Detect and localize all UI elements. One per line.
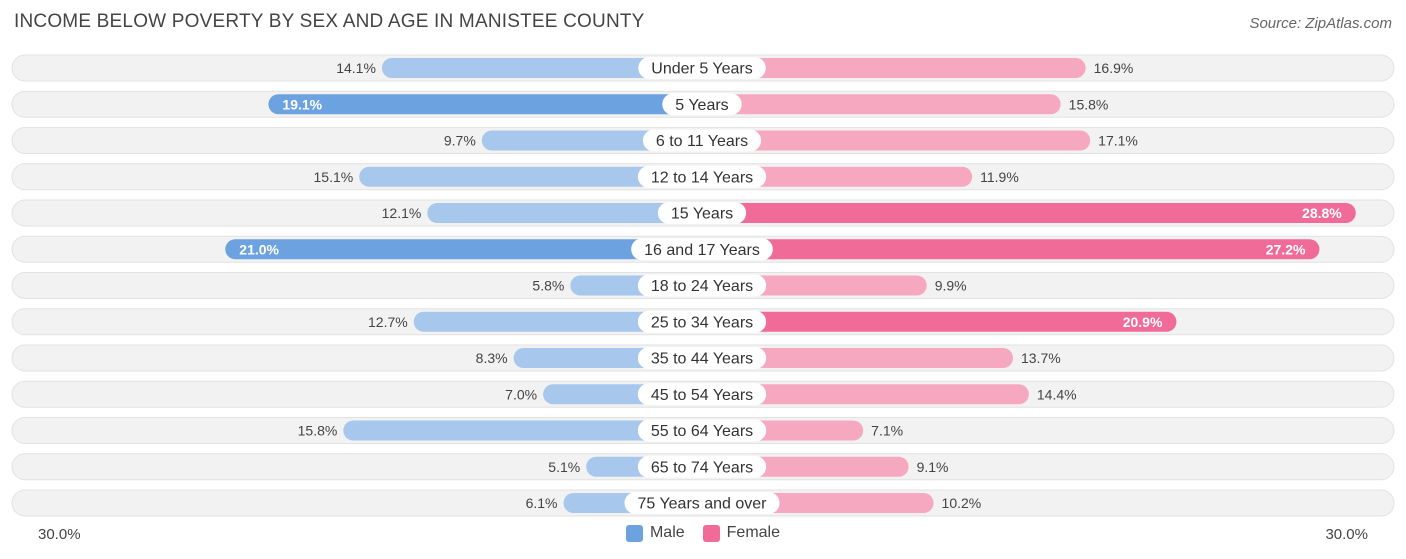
male-value-label: 5.1% bbox=[548, 459, 580, 475]
male-bar bbox=[268, 94, 702, 115]
female-bar bbox=[702, 384, 1029, 405]
male-value-label: 8.3% bbox=[476, 350, 508, 366]
category-label: 16 and 17 Years bbox=[644, 242, 760, 259]
male-bar bbox=[359, 166, 702, 187]
category-label: 65 to 74 Years bbox=[651, 459, 753, 476]
male-bar bbox=[381, 58, 702, 78]
category-label: 75 Years and over bbox=[638, 496, 768, 513]
legend-male: Male bbox=[625, 524, 685, 542]
category-label-pill bbox=[637, 347, 767, 369]
legend-female-label: Female bbox=[726, 524, 781, 541]
female-bar bbox=[702, 130, 1091, 151]
female-value-label: 13.7% bbox=[1021, 350, 1061, 366]
male-value-label: 6.1% bbox=[526, 495, 558, 511]
category-label: 55 to 64 Years bbox=[651, 423, 753, 440]
female-value-label: 9.1% bbox=[917, 459, 949, 475]
female-bar bbox=[702, 203, 1356, 223]
female-value-label: 16.9% bbox=[1094, 60, 1134, 76]
category-label: 35 to 44 Years bbox=[651, 351, 753, 368]
male-value-label: 12.1% bbox=[382, 205, 422, 221]
female-value-label: 17.1% bbox=[1098, 133, 1138, 149]
male-value-label: 9.7% bbox=[444, 133, 476, 149]
chart-canvas: 14.1% 16.9% Under 5 Years 19.1% 15.8% 5 Years… bbox=[11, 54, 1395, 517]
female-value-label: 10.2% bbox=[942, 495, 982, 511]
source-label: Source: ZipAtlas.com bbox=[1249, 15, 1392, 32]
female-bar bbox=[702, 166, 973, 187]
legend-female: Female bbox=[702, 524, 781, 542]
female-value-label: 7.1% bbox=[871, 423, 903, 439]
female-value-label: 28.8% bbox=[1302, 205, 1342, 221]
male-bar bbox=[413, 311, 702, 332]
legend-male-label: Male bbox=[649, 524, 685, 541]
male-bar bbox=[343, 420, 702, 441]
category-label-pill bbox=[638, 57, 766, 79]
category-label: 6 to 11 Years bbox=[656, 133, 748, 150]
female-value-label: 11.9% bbox=[980, 169, 1019, 185]
category-label-pill bbox=[637, 419, 767, 442]
female-bar bbox=[702, 311, 1177, 332]
female-bar bbox=[702, 58, 1086, 78]
male-value-label: 14.1% bbox=[336, 60, 376, 76]
category-label-pill bbox=[637, 274, 767, 297]
male-bar bbox=[427, 203, 702, 223]
female-value-label: 15.8% bbox=[1069, 96, 1109, 112]
female-value-label: 14.4% bbox=[1037, 386, 1077, 402]
category-label: 25 to 34 Years bbox=[651, 314, 753, 331]
female-bar bbox=[702, 348, 1013, 368]
legend: Male Female bbox=[0, 524, 1406, 542]
category-label-pill bbox=[624, 492, 780, 514]
chart-title: INCOME BELOW POVERTY BY SEX AND AGE IN M… bbox=[14, 11, 645, 32]
male-value-label: 21.0% bbox=[239, 241, 279, 257]
category-label-pill bbox=[637, 310, 767, 333]
male-bar bbox=[225, 239, 703, 260]
male-value-label: 19.1% bbox=[282, 96, 322, 112]
category-label-pill bbox=[631, 238, 773, 261]
male-value-label: 15.1% bbox=[314, 169, 354, 185]
legend-male-swatch bbox=[625, 524, 643, 542]
category-label-pill bbox=[637, 165, 767, 188]
category-label-pill bbox=[662, 93, 742, 116]
category-label-pill bbox=[637, 455, 767, 478]
female-bar bbox=[702, 239, 1320, 260]
axis-max-left: 30.0% bbox=[38, 526, 81, 543]
category-label-pill bbox=[642, 129, 762, 152]
female-value-label: 27.2% bbox=[1266, 241, 1306, 257]
female-value-label: 9.9% bbox=[935, 278, 967, 294]
category-label-pill bbox=[637, 383, 767, 406]
male-value-label: 7.0% bbox=[505, 386, 537, 402]
male-value-label: 5.8% bbox=[532, 278, 564, 294]
category-label-pill bbox=[657, 202, 747, 224]
category-label: 45 to 54 Years bbox=[651, 387, 753, 404]
axis-max-right: 30.0% bbox=[1325, 526, 1368, 543]
category-label: 15 Years bbox=[671, 206, 733, 223]
male-value-label: 12.7% bbox=[368, 314, 408, 330]
category-label: Under 5 Years bbox=[651, 61, 752, 78]
female-bar bbox=[702, 94, 1061, 115]
category-label: 18 to 24 Years bbox=[651, 278, 753, 295]
legend-female-swatch bbox=[702, 524, 720, 542]
female-value-label: 20.9% bbox=[1123, 314, 1163, 330]
category-label: 12 to 14 Years bbox=[651, 169, 753, 186]
category-label: 5 Years bbox=[675, 97, 728, 114]
male-value-label: 15.8% bbox=[298, 423, 338, 439]
